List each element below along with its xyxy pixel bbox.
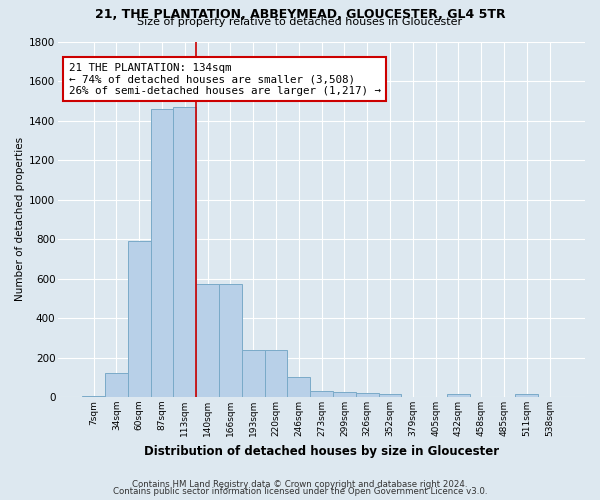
Text: 21, THE PLANTATION, ABBEYMEAD, GLOUCESTER, GL4 5TR: 21, THE PLANTATION, ABBEYMEAD, GLOUCESTE… xyxy=(95,8,505,21)
Text: 21 THE PLANTATION: 134sqm
← 74% of detached houses are smaller (3,508)
26% of se: 21 THE PLANTATION: 134sqm ← 74% of detac… xyxy=(69,63,381,96)
Bar xyxy=(515,394,538,397)
Bar xyxy=(128,241,151,397)
Text: Contains HM Land Registry data © Crown copyright and database right 2024.: Contains HM Land Registry data © Crown c… xyxy=(132,480,468,489)
Bar xyxy=(265,350,287,397)
Bar xyxy=(447,394,470,397)
Bar xyxy=(196,284,219,397)
Text: Size of property relative to detached houses in Gloucester: Size of property relative to detached ho… xyxy=(137,17,463,27)
Bar xyxy=(379,394,401,397)
Bar xyxy=(287,378,310,397)
Bar xyxy=(356,393,379,397)
Bar xyxy=(333,392,356,397)
Bar xyxy=(173,106,196,397)
Text: Contains public sector information licensed under the Open Government Licence v3: Contains public sector information licen… xyxy=(113,487,487,496)
Bar xyxy=(82,396,105,397)
Bar xyxy=(151,108,173,397)
Bar xyxy=(310,391,333,397)
Bar xyxy=(242,350,265,397)
X-axis label: Distribution of detached houses by size in Gloucester: Distribution of detached houses by size … xyxy=(144,444,499,458)
Bar xyxy=(219,284,242,397)
Y-axis label: Number of detached properties: Number of detached properties xyxy=(15,137,25,302)
Bar xyxy=(105,374,128,397)
